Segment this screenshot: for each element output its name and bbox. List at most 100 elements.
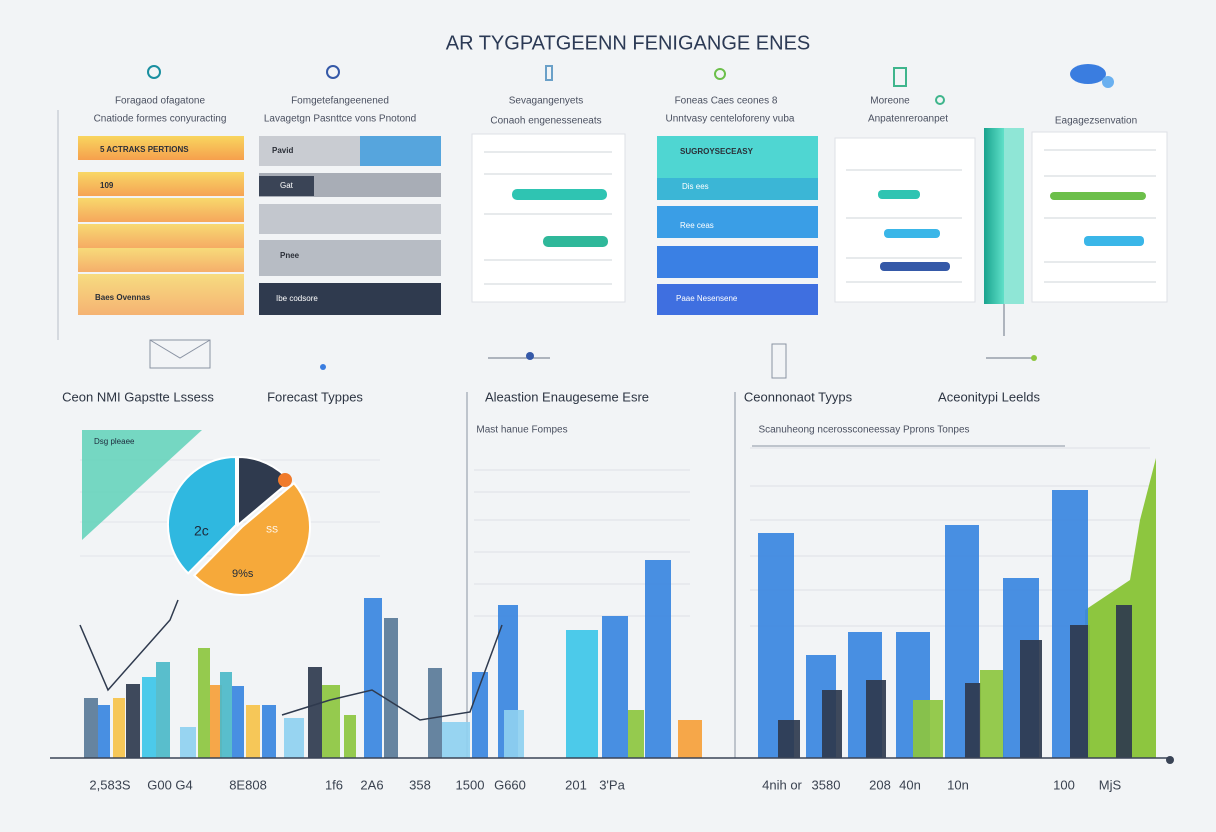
column — [1004, 128, 1024, 304]
band — [78, 136, 244, 160]
panel-subheading: Conaoh engenesseneats — [490, 116, 601, 127]
panel-label: Dis ees — [682, 182, 709, 191]
axis-label: 4nih or — [762, 777, 802, 792]
pill — [1050, 192, 1146, 200]
bar — [645, 560, 671, 758]
section-heading: Ceonnonaot Tyyps — [744, 389, 853, 404]
bar — [113, 698, 125, 758]
axis-label: 1f6 — [325, 777, 343, 792]
pie-label: 9%s — [232, 568, 254, 580]
panel-heading: Moreone — [870, 96, 910, 107]
triangle — [82, 430, 202, 540]
band — [78, 198, 244, 222]
bottom-charts: 2c SS 9%s Dsg pleaee 2,583S G00 G4 8E808 1f6 2A6… — [50, 392, 1174, 792]
bar — [126, 684, 140, 758]
bar — [246, 705, 260, 758]
pie-label: Dsg pleaee — [94, 437, 135, 446]
pill — [878, 190, 920, 199]
bar — [980, 670, 1004, 758]
bar — [822, 690, 842, 758]
band — [78, 274, 244, 315]
trend-line — [281, 624, 503, 721]
panel-label: Paae Nesensene — [676, 294, 738, 303]
panel-label: Pavid — [272, 146, 293, 155]
band — [657, 178, 818, 200]
bar — [142, 677, 156, 758]
panel-heading: Eagagezsenvation — [1055, 116, 1137, 127]
pie-dot — [278, 473, 292, 487]
axis-label: 100 — [1053, 777, 1075, 792]
top-panels: Foragaod ofagatone Cnatiode formes conyu… — [78, 96, 1168, 336]
bar — [84, 698, 98, 758]
band — [259, 283, 441, 315]
panel-heading: Sevagangenyets — [509, 96, 584, 107]
title: AR TYGPATGEENN FENIGANGE ENES — [446, 32, 811, 54]
axis-label: G660 — [494, 777, 526, 792]
bar — [220, 672, 232, 758]
panel-heading: Fomgetefangeenened — [291, 96, 389, 107]
paper — [471, 133, 626, 303]
band — [657, 206, 818, 238]
bar — [628, 710, 644, 758]
panel-heading: Foneas Caes ceones 8 — [675, 96, 778, 107]
axis-label: 358 — [409, 777, 431, 792]
panel-subheading: Lavagetgn Pasnttce vons Pnotond — [264, 114, 416, 125]
bar — [1070, 625, 1090, 758]
panel-label: SUGROYSECEASY — [680, 147, 754, 156]
bar — [384, 618, 398, 758]
pill — [543, 236, 608, 247]
axis-label: 8E808 — [229, 777, 267, 792]
bar — [678, 720, 702, 758]
bar — [866, 680, 886, 758]
panel-label: Pnee — [280, 251, 300, 260]
axis-label: G00 G4 — [147, 777, 193, 792]
bar — [308, 667, 322, 758]
pie-slice — [167, 455, 237, 575]
pill — [884, 229, 940, 238]
bar — [428, 668, 442, 758]
section-subheading: Scanuheong ncerossconeessay Pprons Tonpe… — [758, 425, 969, 436]
section-heading: Aleastion Enaugeseme Esre — [485, 389, 649, 404]
axis-end — [1166, 756, 1174, 764]
section-heading: Forecast Typpes — [267, 389, 363, 404]
bar — [262, 705, 276, 758]
bar — [1020, 640, 1042, 758]
bar — [913, 700, 943, 758]
bar — [322, 685, 340, 758]
axis-label: 208 — [869, 777, 891, 792]
section-heading: Aceonitypi Leelds — [938, 389, 1040, 404]
panel-label: Ree ceas — [680, 221, 714, 230]
panel-label: 109 — [100, 181, 114, 190]
bar — [180, 727, 196, 758]
pill — [512, 189, 607, 200]
panel-label: Baes Ovennas — [95, 293, 151, 302]
axis-label: 1500 — [456, 777, 485, 792]
bar — [156, 662, 170, 758]
bar — [602, 616, 628, 758]
axis-label: 10n — [947, 777, 969, 792]
axis-label: 2,583S — [89, 777, 131, 792]
bar — [1116, 605, 1132, 758]
panel-subheading: Unntvasy centeloforeny vuba — [666, 114, 795, 125]
band — [78, 248, 244, 272]
bar — [232, 686, 244, 758]
section-subheading: Mast hanue Fompes — [476, 425, 567, 436]
pie-label: 2c — [194, 523, 209, 539]
panel-label: Ibe codsore — [276, 294, 318, 303]
axis-label: 3'Pa — [599, 777, 625, 792]
section-heading: Ceon NMI Gapstte Lssess — [62, 389, 214, 404]
bar — [344, 715, 356, 758]
bar — [1088, 612, 1114, 758]
panel-heading: Foragaod ofagatone — [115, 96, 206, 107]
band — [259, 176, 314, 196]
panel-subheading: Anpatenreroanpet — [868, 114, 948, 125]
paper — [1031, 131, 1168, 303]
pie-slice — [192, 481, 311, 596]
axis-label: MjS — [1099, 777, 1122, 792]
band — [78, 224, 244, 248]
pie-label: SS — [266, 524, 278, 534]
band — [259, 204, 441, 234]
band — [657, 136, 818, 178]
bar — [566, 630, 598, 758]
